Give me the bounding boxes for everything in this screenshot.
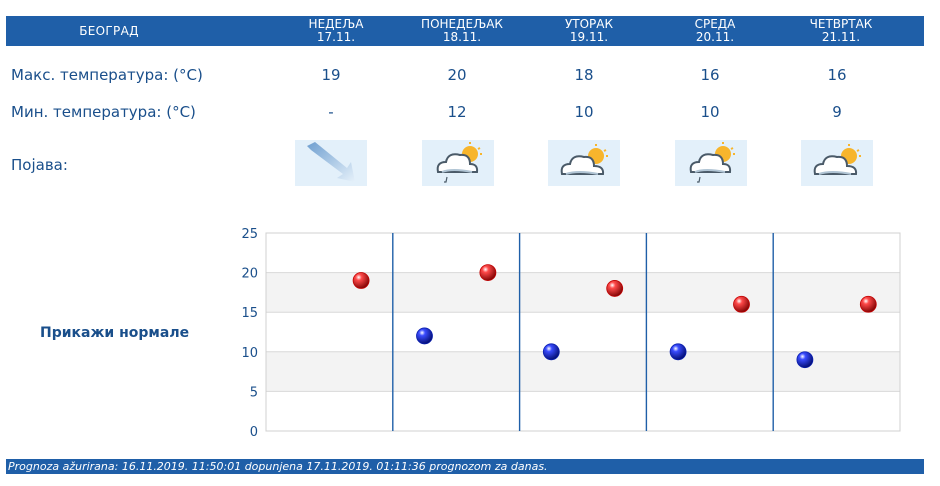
y-axis-ticks: 0 5 10 15 20 25 — [241, 227, 258, 440]
data-points — [352, 264, 877, 369]
min-temp-value: 9 — [832, 103, 842, 121]
plot-band — [266, 312, 900, 352]
max-temp-value: 19 — [321, 66, 341, 84]
day-date: 20.11. — [695, 30, 735, 44]
day-name: СРЕДА — [694, 17, 736, 31]
wind-arrow-icon — [307, 142, 355, 182]
min-temp-value: 10 — [574, 103, 594, 121]
forecast-header: БЕОГРАД НЕДЕЉА 17.11. ПОНЕДЕЉАК 18.11. У… — [6, 16, 924, 46]
cloud-sun-icon — [560, 144, 608, 175]
day-header-4: СРЕДА 20.11. — [670, 18, 760, 44]
y-tick-label: 10 — [241, 346, 258, 361]
plot-band — [266, 391, 900, 431]
max-temp-label: Макс. температура: (°C) — [11, 66, 203, 84]
cloud-sun-rain-icon — [436, 142, 482, 183]
cloud-sun-icon — [813, 144, 861, 175]
day-date: 21.11. — [821, 30, 861, 44]
max-temp-value: 16 — [827, 66, 847, 84]
y-tick-label: 0 — [250, 425, 258, 440]
plot-band — [266, 351, 900, 392]
max-temp-point — [479, 264, 497, 282]
weather-icon-day-2[interactable] — [422, 140, 494, 186]
plot-bands — [266, 233, 900, 431]
day-name: НЕДЕЉА — [308, 17, 364, 31]
weather-icon-day-4[interactable] — [675, 140, 747, 186]
max-temp-value: 16 — [700, 66, 720, 84]
day-name: УТОРАК — [564, 17, 614, 31]
cloud-sun-rain-icon — [689, 142, 735, 183]
min-temp-value: 12 — [447, 103, 467, 121]
min-temp-point — [416, 327, 433, 345]
min-temp-point — [669, 343, 687, 361]
weather-icon-day-5[interactable] — [801, 140, 873, 186]
day-header-1: НЕДЕЉА 17.11. — [291, 18, 381, 44]
plot-border — [265, 232, 901, 432]
max-temp-point — [352, 272, 370, 289]
y-tick-label: 5 — [250, 385, 258, 400]
plot-band — [266, 272, 900, 313]
day-name: ПОНЕДЕЉАК — [421, 17, 503, 31]
min-temp-value: - — [328, 103, 334, 121]
city-name: БЕОГРАД — [79, 24, 139, 38]
min-temp-label: Мин. температура: (°C) — [11, 103, 196, 121]
show-normals-link[interactable]: Прикажи нормале — [40, 325, 190, 341]
day-date: 19.11. — [569, 30, 609, 44]
day-header-2: ПОНЕДЕЉАК 18.11. — [417, 18, 507, 44]
day-date: 17.11. — [316, 30, 356, 44]
max-temp-value: 18 — [574, 66, 594, 84]
day-date: 18.11. — [442, 30, 482, 44]
weather-icon-day-1[interactable] — [295, 140, 367, 186]
day-header-3: УТОРАК 19.11. — [544, 18, 634, 44]
day-name: ЧЕТВРТАК — [809, 17, 873, 31]
plot-grid — [265, 232, 901, 432]
min-temp-point — [796, 351, 814, 369]
min-temp-value: 10 — [700, 103, 720, 121]
plot-band — [266, 233, 900, 273]
max-temp-value: 20 — [447, 66, 467, 84]
max-temp-point — [606, 280, 624, 297]
max-temp-point — [859, 295, 877, 313]
y-tick-label: 20 — [241, 267, 258, 282]
min-temp-point — [542, 343, 560, 361]
update-info-footer: Prognoza ažurirana: 16.11.2019. 11:50:01… — [6, 459, 924, 474]
max-temp-point — [733, 295, 750, 313]
y-tick-label: 25 — [241, 227, 258, 242]
y-tick-label: 15 — [241, 306, 258, 321]
phenomenon-label: Појава: — [11, 156, 68, 174]
day-header-5: ЧЕТВРТАК 21.11. — [796, 18, 886, 44]
weather-icon-day-3[interactable] — [548, 140, 620, 186]
